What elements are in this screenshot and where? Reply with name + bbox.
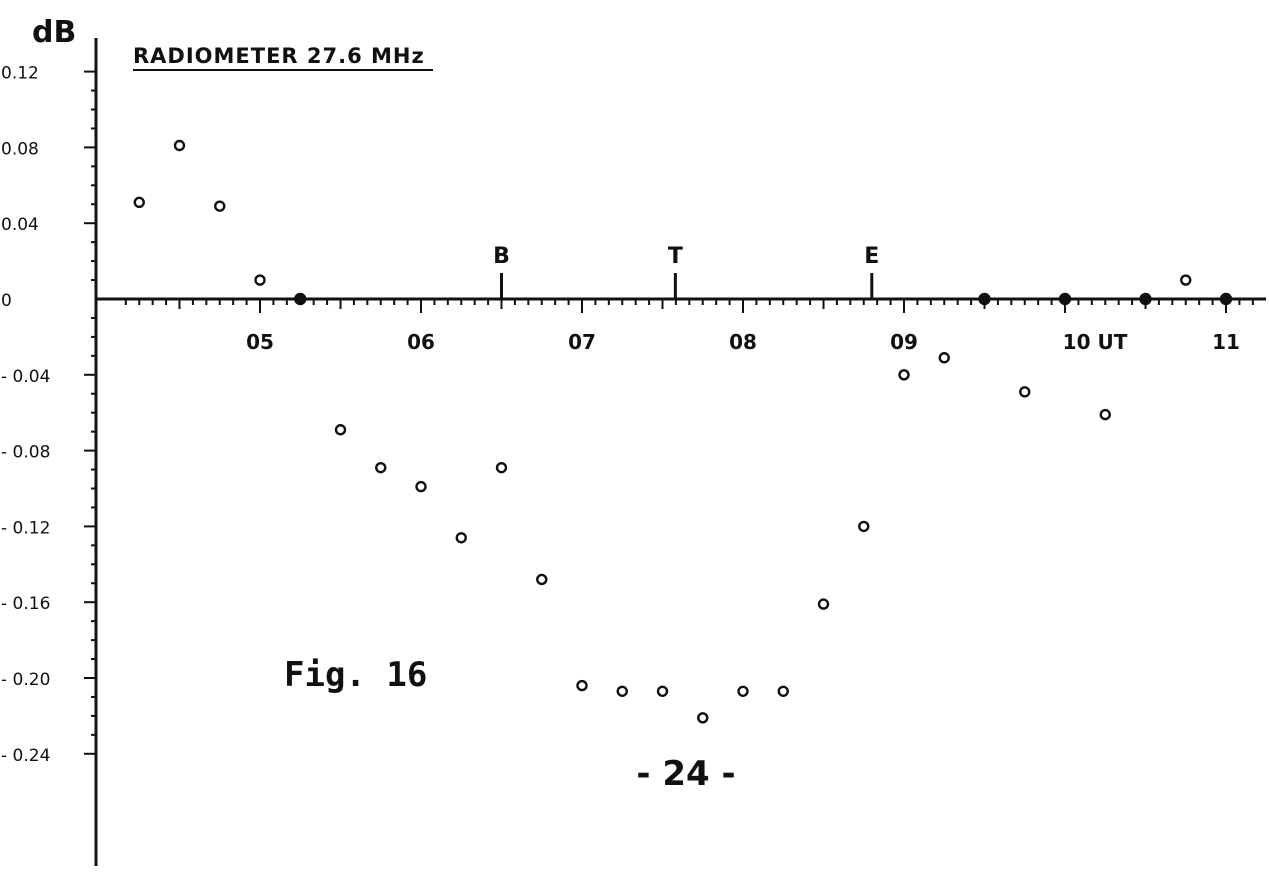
x-tick-label: 07 <box>568 330 596 354</box>
x-tick-label: 05 <box>246 330 274 354</box>
data-point <box>777 685 789 697</box>
x-ticks: 05 06 07 08 09 10 UT 11 <box>124 299 1254 354</box>
x-tick-label: 08 <box>729 330 757 354</box>
y-tick-label: 0.12 <box>1 64 39 84</box>
x-tick-label: 09 <box>890 330 918 354</box>
data-point <box>173 139 186 152</box>
data-point <box>1019 386 1031 398</box>
data-point <box>254 274 266 286</box>
data-point <box>858 520 870 533</box>
data-point <box>415 480 427 493</box>
y-tick-label: 0.04 <box>1 215 39 235</box>
data-point <box>334 424 347 436</box>
chart-title: RADIOMETER 27.6 MHz <box>133 44 425 68</box>
event-marker-label: E <box>864 244 879 269</box>
data-point <box>375 461 387 474</box>
y-tick-label: - 0.20 <box>1 670 50 690</box>
data-point <box>1139 292 1152 306</box>
data-point <box>1058 292 1072 306</box>
data-point <box>737 685 749 697</box>
y-tick-label: - 0.08 <box>1 443 50 463</box>
y-tick-label: - 0.12 <box>1 518 50 538</box>
data-point <box>1219 292 1233 306</box>
y-tick-label: - 0.04 <box>1 367 50 387</box>
event-marker-label: B <box>493 244 510 269</box>
page-number: - 24 - <box>636 754 735 794</box>
y-tick-label: 0 <box>1 291 12 311</box>
data-point <box>214 200 226 212</box>
data-point <box>817 598 830 610</box>
x-tick-label: 11 <box>1212 330 1240 354</box>
y-tick-label: - 0.16 <box>1 594 50 614</box>
data-point <box>495 461 508 474</box>
data-point <box>656 685 669 697</box>
data-point <box>938 352 950 364</box>
data-point <box>898 369 910 381</box>
data-points <box>133 139 1233 724</box>
data-point <box>294 292 307 306</box>
data-point <box>616 685 628 697</box>
y-axis-label: dB <box>32 15 76 50</box>
x-tick-label: 06 <box>407 330 435 354</box>
data-point <box>133 196 145 209</box>
data-point <box>1099 408 1111 421</box>
figure-caption: Fig. 16 <box>284 655 427 695</box>
event-marker-label: T <box>668 244 683 269</box>
data-point <box>536 573 548 586</box>
data-point <box>978 292 991 306</box>
data-point <box>576 679 588 692</box>
data-point <box>455 532 467 544</box>
y-ticks: 0.12 0.08 0.04 0 - 0.04 - 0.08 - 0.12 - 0.16 - 0… <box>1 64 96 766</box>
y-tick-label: 0.08 <box>1 139 39 159</box>
y-tick-label: - 0.24 <box>1 746 50 766</box>
data-point <box>1180 274 1192 286</box>
data-point <box>697 712 709 724</box>
x-tick-label: 10 UT <box>1063 330 1128 354</box>
